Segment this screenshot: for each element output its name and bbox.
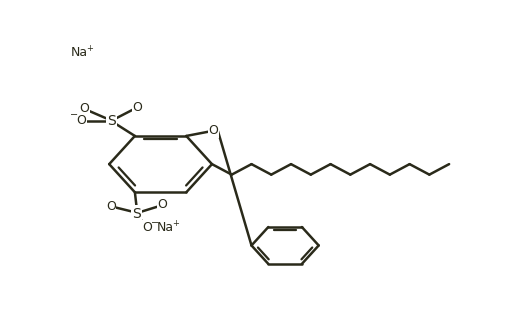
Text: O: O — [76, 114, 86, 127]
Text: −: − — [151, 218, 159, 228]
Text: Na: Na — [156, 221, 174, 234]
Text: O: O — [79, 102, 89, 115]
Text: +: + — [172, 219, 179, 228]
Text: S: S — [106, 114, 115, 128]
Text: Na: Na — [71, 46, 88, 59]
Text: O: O — [132, 101, 142, 114]
Text: +: + — [86, 44, 93, 53]
Text: O: O — [157, 198, 167, 211]
Text: −: − — [69, 111, 77, 120]
Text: O: O — [106, 200, 116, 213]
Text: S: S — [132, 207, 141, 221]
Text: O: O — [208, 124, 218, 137]
Text: O: O — [142, 221, 151, 234]
